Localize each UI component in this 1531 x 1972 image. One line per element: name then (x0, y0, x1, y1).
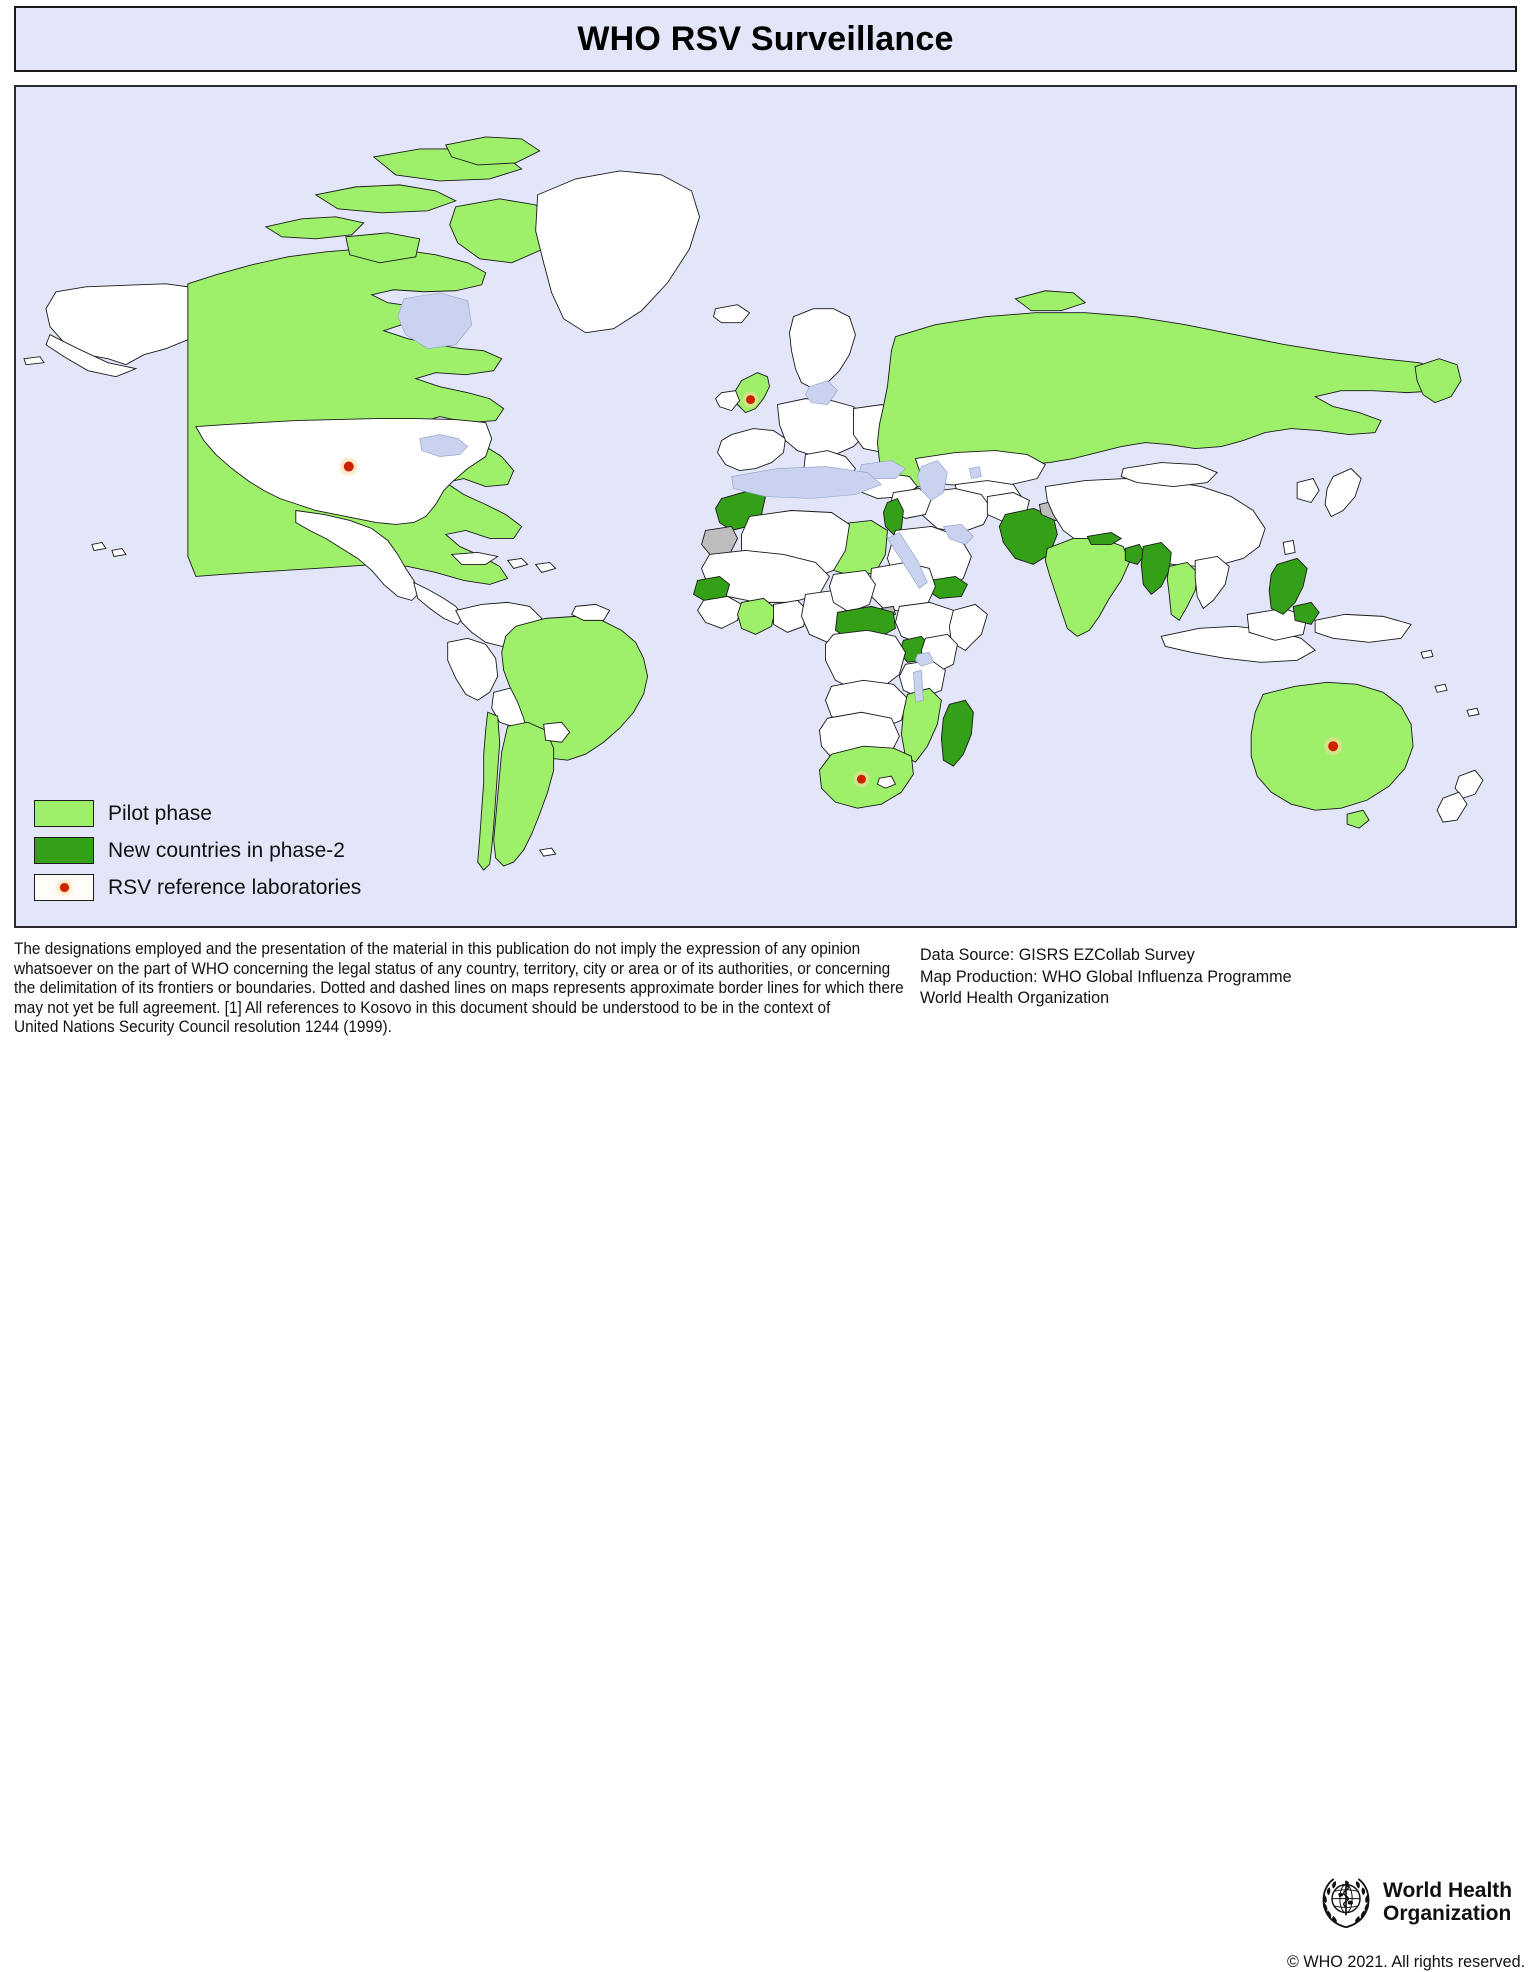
legend-swatch-reference-laboratory (34, 874, 94, 901)
legend-swatch-phase-2 (34, 837, 94, 864)
data-source-line: Data Source: GISRS EZCollab Survey (920, 945, 1195, 964)
world-map-panel: Pilot phase New countries in phase-2 RSV… (14, 85, 1517, 928)
legend-swatch-pilot-phase (34, 800, 94, 827)
aleutian-islands (23, 356, 45, 366)
legend-label-reference-laboratories: RSV reference laboratories (108, 875, 362, 899)
country-cote-divoire (737, 597, 776, 635)
country-france-spain-portugal (717, 428, 786, 472)
country-norway-sweden-finland (789, 308, 856, 390)
country-japan (1324, 468, 1362, 518)
country-new-zealand (1454, 769, 1484, 799)
falkland-islands (538, 847, 557, 857)
russia-kamchatka (1414, 358, 1462, 404)
lab-marker-united-kingdom (742, 391, 759, 408)
legend-label-phase-2: New countries in phase-2 (108, 838, 345, 862)
country-mexico (295, 509, 421, 601)
disclaimer-line-4: may not yet be full agreement. [1] All r… (14, 998, 831, 1017)
country-ghana-togo-benin (773, 599, 808, 633)
title-panel: WHO RSV Surveillance (14, 6, 1517, 72)
hudson-bay (397, 292, 473, 350)
country-myanmar (1140, 541, 1172, 596)
russia-novaya-zemlya (1014, 290, 1087, 312)
who-branding: World Health Organization (1318, 1874, 1512, 1930)
disclaimer-line-3: the delimitation of its frontiers or bou… (14, 979, 904, 997)
who-emblem-icon (1322, 1878, 1370, 1929)
legend-item-pilot-phase: Pilot phase (34, 797, 361, 830)
red-sea (886, 532, 928, 589)
europe-central (777, 398, 868, 458)
country-madagascar (940, 699, 974, 767)
caspian-sea (917, 460, 948, 501)
canada-arctic-islands-2 (314, 184, 457, 214)
lab-marker-south-africa (853, 771, 870, 788)
lab-dot-icon (59, 883, 69, 892)
country-peru-ecuador (447, 637, 499, 701)
world-map (16, 87, 1515, 926)
caribbean-islands (450, 551, 557, 573)
country-argentina (493, 721, 555, 867)
canada-arctic-islands-1 (264, 216, 365, 240)
map-legend: Pilot phase New countries in phase-2 RSV… (34, 797, 361, 908)
country-chile (477, 711, 501, 871)
indochina-vietnam-laos (1194, 555, 1230, 610)
country-thailand (1166, 561, 1198, 622)
mediterranean-sea (731, 466, 882, 499)
country-iceland (713, 304, 751, 324)
who-wordmark-line-1: World Health (1383, 1879, 1513, 1902)
country-mongolia (1120, 462, 1218, 487)
country-korea (1296, 478, 1320, 504)
footer: The designations employed and the presen… (0, 932, 1531, 1971)
philippines-mindanao (1292, 601, 1320, 625)
great-lakes (419, 434, 469, 457)
australia-tasmania (1346, 809, 1370, 829)
disclaimer-line-2: whatsoever on the part of WHO concerning… (14, 959, 891, 978)
country-mozambique (900, 687, 942, 763)
legend-item-phase-2: New countries in phase-2 (34, 834, 361, 867)
new-zealand-south-island (1436, 791, 1468, 823)
lake-victoria (915, 651, 934, 667)
disclaimer-line-1: The designations employed and the presen… (14, 940, 861, 958)
country-guianas (571, 603, 611, 621)
disclaimer-line-5: United Nations Security Council resoluti… (14, 1018, 392, 1036)
indonesia-sulawesi-papua (1314, 613, 1412, 643)
country-brazil (501, 615, 649, 761)
west-africa-guinea-liberia (697, 595, 743, 629)
taiwan (1282, 539, 1296, 555)
country-iran (920, 488, 992, 533)
persian-gulf (942, 524, 974, 545)
who-wordmark-line-2: Organization (1383, 1902, 1512, 1925)
country-alaska (45, 283, 189, 366)
country-ireland (714, 390, 741, 412)
disclaimer-text: The designations employed and the presen… (14, 940, 904, 1038)
pacific-islands (1420, 649, 1480, 717)
country-uruguay-paraguay (543, 721, 571, 743)
map-production-line: Map Production: WHO Global Influenza Pro… (920, 966, 1292, 986)
copyright-text: © WHO 2021. All rights reserved. (1287, 1952, 1526, 1971)
country-philippines (1268, 557, 1308, 615)
country-greenland (535, 170, 701, 334)
lab-marker-united-states (339, 457, 358, 476)
who-wordmark: World Health Organization (1383, 1879, 1512, 1925)
canada-victoria-island (345, 232, 421, 264)
country-alaska-peninsula (45, 334, 138, 378)
canada-baffin-island (449, 198, 557, 264)
aral-sea (969, 466, 982, 479)
organization-line: World Health Organization (920, 988, 1110, 1007)
country-lesotho (876, 775, 897, 789)
source-credits: Data Source: GISRS EZCollab Survey Map P… (920, 944, 1292, 1009)
baltic-sea (805, 380, 838, 405)
legend-label-pilot-phase: Pilot phase (108, 801, 212, 825)
legend-item-reference-laboratories: RSV reference laboratories (34, 871, 361, 904)
country-nepal (1086, 531, 1123, 545)
country-bangladesh (1124, 543, 1146, 565)
canada-ellesmere (445, 136, 541, 166)
country-central-african-republic (834, 605, 896, 641)
lab-marker-australia (1324, 737, 1343, 756)
page-title: WHO RSV Surveillance (577, 19, 954, 58)
african-rift-lakes (913, 669, 924, 703)
hawaii-islands (91, 541, 127, 557)
country-somalia (948, 603, 988, 651)
